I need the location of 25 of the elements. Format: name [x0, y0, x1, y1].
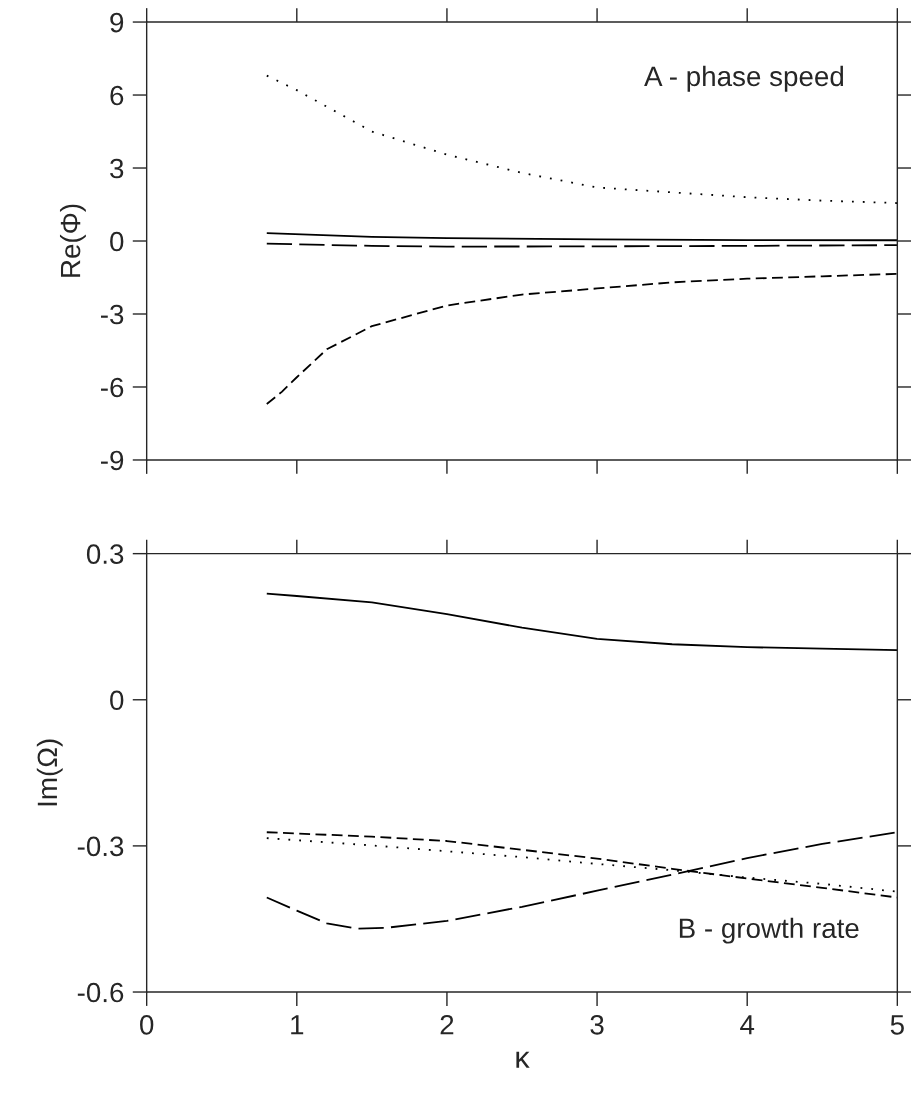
annotation: A - phase speed [644, 65, 844, 92]
y-tick-label: -9 [100, 450, 124, 471]
x-tick-label: 0 [140, 1014, 154, 1035]
y-tick-label: 3 [110, 158, 124, 179]
y-tick-label: -0.3 [77, 836, 124, 857]
y-tick-label: -0.6 [77, 982, 124, 1003]
annotation: B - growth rate [679, 917, 859, 944]
y-tick-label: -6 [100, 377, 124, 398]
y-tick-label: 6 [110, 85, 124, 106]
y-axis-title: Re(Φ) [59, 204, 86, 277]
line-series [265, 232, 898, 242]
y-tick-label: 0.3 [86, 544, 124, 564]
x-tick-label: 5 [890, 1015, 904, 1035]
x-tick-label: 2 [440, 1014, 454, 1035]
line-series [265, 592, 898, 651]
y-tick-label: -3 [100, 304, 124, 325]
y-tick-label: 0 [110, 231, 124, 252]
y-axis-title: Im(Ω) [36, 739, 63, 806]
y-tick-label: 9 [110, 12, 124, 33]
x-tick-label: 1 [291, 1015, 304, 1035]
x-tick-label: 4 [740, 1015, 755, 1035]
line-series [265, 272, 898, 405]
y-tick-label: 0 [110, 690, 124, 711]
x-axis-title: κ [516, 1051, 530, 1068]
x-tick-label: 3 [590, 1014, 604, 1035]
